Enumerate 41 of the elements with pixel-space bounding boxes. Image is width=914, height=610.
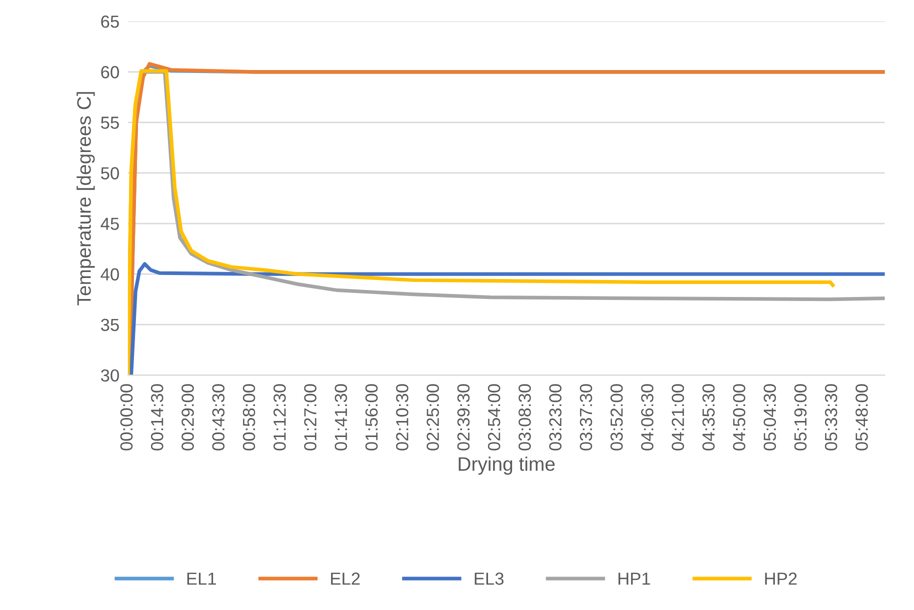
y-tick-label: 65 xyxy=(101,16,119,28)
x-tick-label: 02:10:30 xyxy=(396,384,408,450)
legend-label: EL1 xyxy=(187,572,216,585)
x-tick-label: 05:33:30 xyxy=(824,384,838,450)
y-tick-label: 35 xyxy=(100,318,119,332)
x-tick-label: 03:23:00 xyxy=(549,384,562,450)
x-tick-label: 02:39:30 xyxy=(457,384,470,450)
x-tick-label: 01:41:30 xyxy=(334,384,348,450)
x-tick-label: 04:21:00 xyxy=(672,384,684,450)
x-tick-label: 03:52:00 xyxy=(610,384,623,450)
x-tick-label: 00:58:00 xyxy=(242,384,256,450)
y-tick-label: 50 xyxy=(101,167,119,180)
x-tick-label: 04:06:30 xyxy=(641,384,654,450)
x-tick-label: 04:50:00 xyxy=(733,384,746,450)
x-tick-label: 00:29:00 xyxy=(182,384,194,450)
y-tick-label: 55 xyxy=(101,116,119,129)
x-tick-label: 01:12:30 xyxy=(274,384,286,450)
y-tick-label: 30 xyxy=(100,369,119,382)
legend-label: EL3 xyxy=(474,572,504,585)
x-tick-label: 01:27:00 xyxy=(304,384,316,450)
x-tick-label: 02:54:00 xyxy=(488,384,500,450)
y-tick-label: 60 xyxy=(101,66,119,78)
y-tick-label: 40 xyxy=(100,268,119,281)
legend-label: HP1 xyxy=(618,572,650,585)
x-tick-label: 05:04:30 xyxy=(764,384,776,450)
legend-label: EL2 xyxy=(331,572,360,585)
x-tick-label: 00:00:00 xyxy=(120,384,133,450)
x-tick-label: 04:35:30 xyxy=(702,384,715,450)
x-tick-label: 05:19:00 xyxy=(794,384,807,450)
x-tick-label: 01:56:00 xyxy=(365,384,378,450)
y-axis-title: Temperature [degrees C] xyxy=(76,92,95,306)
x-tick-label: 00:43:30 xyxy=(212,384,225,450)
line-series xyxy=(129,262,885,376)
x-tick-label: 03:08:30 xyxy=(518,384,531,450)
x-tick-label: 00:14:30 xyxy=(150,384,164,450)
x-tick-label: 05:48:00 xyxy=(856,384,868,450)
x-axis-title: Drying time xyxy=(458,456,555,475)
y-tick-label: 45 xyxy=(100,218,119,230)
legend-label: HP2 xyxy=(765,572,797,585)
x-tick-label: 02:25:00 xyxy=(426,384,439,450)
x-tick-label: 03:37:30 xyxy=(580,384,592,450)
